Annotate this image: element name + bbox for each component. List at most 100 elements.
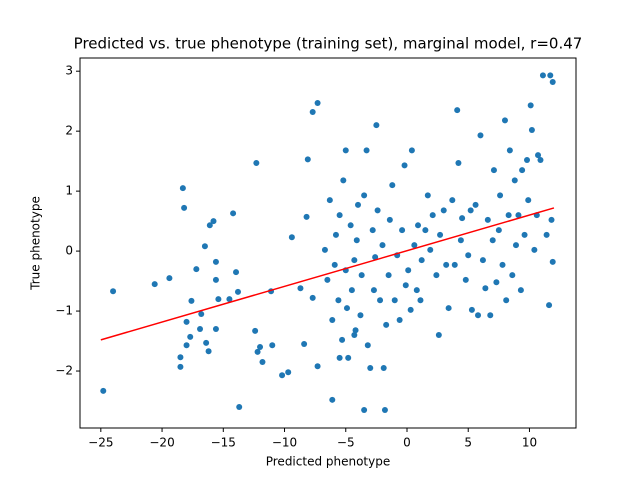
point xyxy=(517,287,524,294)
point xyxy=(210,218,217,225)
point xyxy=(332,231,339,238)
point xyxy=(183,318,190,325)
point xyxy=(309,294,316,301)
point xyxy=(303,213,310,220)
point xyxy=(304,156,311,163)
point xyxy=(401,162,408,169)
point xyxy=(524,156,531,163)
point xyxy=(183,342,190,349)
point xyxy=(288,234,295,241)
point xyxy=(329,317,336,324)
point xyxy=(252,327,259,334)
point xyxy=(329,396,336,403)
y-tick-label: 2 xyxy=(65,124,73,138)
point xyxy=(348,287,355,294)
point xyxy=(484,216,491,223)
point xyxy=(236,404,243,411)
point xyxy=(100,387,107,394)
point xyxy=(351,257,358,264)
point xyxy=(336,212,343,219)
point xyxy=(454,107,461,114)
point xyxy=(345,354,352,361)
point xyxy=(535,152,542,159)
x-axis-label: Predicted phenotype xyxy=(266,455,391,469)
point xyxy=(433,272,440,279)
point xyxy=(374,207,381,214)
point xyxy=(326,197,333,204)
point xyxy=(352,327,359,334)
point xyxy=(253,159,260,166)
point xyxy=(285,369,292,376)
point xyxy=(215,296,222,303)
point xyxy=(497,192,504,199)
point xyxy=(233,269,240,276)
x-tick-label: −5 xyxy=(337,436,355,450)
point xyxy=(254,348,261,355)
point xyxy=(435,332,442,339)
point xyxy=(482,285,489,292)
point xyxy=(336,354,343,361)
point xyxy=(364,342,371,349)
point xyxy=(206,222,213,229)
point xyxy=(396,317,403,324)
point xyxy=(547,72,554,79)
point xyxy=(355,201,362,208)
point xyxy=(181,204,188,211)
point xyxy=(407,306,414,313)
point xyxy=(363,147,370,154)
point xyxy=(527,102,534,109)
point xyxy=(537,156,544,163)
point xyxy=(361,407,368,414)
point xyxy=(549,78,556,85)
point xyxy=(506,147,513,154)
point xyxy=(411,242,418,249)
point xyxy=(548,216,555,223)
point xyxy=(415,222,422,229)
point xyxy=(467,207,474,214)
point xyxy=(408,147,415,154)
point xyxy=(197,326,204,333)
point xyxy=(429,212,436,219)
y-tick-label: −2 xyxy=(55,364,73,378)
point xyxy=(342,147,349,154)
point xyxy=(445,305,452,312)
point xyxy=(226,296,233,303)
point xyxy=(177,363,184,370)
point xyxy=(462,276,469,283)
point xyxy=(528,126,535,133)
fit-line xyxy=(100,207,555,341)
point xyxy=(205,348,212,355)
point xyxy=(475,312,482,319)
point xyxy=(212,276,219,283)
point xyxy=(499,261,506,268)
point xyxy=(389,182,396,189)
point xyxy=(351,332,358,339)
point xyxy=(367,365,374,372)
point xyxy=(193,266,200,273)
point xyxy=(503,297,510,304)
point xyxy=(457,237,464,244)
point xyxy=(413,287,420,294)
point xyxy=(166,275,173,282)
point xyxy=(385,272,392,279)
y-tick-label: 1 xyxy=(65,184,73,198)
point xyxy=(531,246,538,253)
x-tick-label: −20 xyxy=(149,436,174,450)
point xyxy=(405,267,412,274)
point xyxy=(512,242,519,249)
y-tick-label: 3 xyxy=(65,64,73,78)
point xyxy=(443,261,450,268)
point xyxy=(212,258,219,265)
point xyxy=(353,237,360,244)
point xyxy=(549,258,556,265)
point xyxy=(455,159,462,166)
point xyxy=(402,282,409,289)
point xyxy=(487,312,494,319)
point xyxy=(369,227,376,234)
point xyxy=(331,261,338,268)
plot-frame xyxy=(79,57,577,429)
point xyxy=(465,252,472,259)
point xyxy=(335,297,342,304)
point xyxy=(179,185,186,192)
point xyxy=(347,222,354,229)
